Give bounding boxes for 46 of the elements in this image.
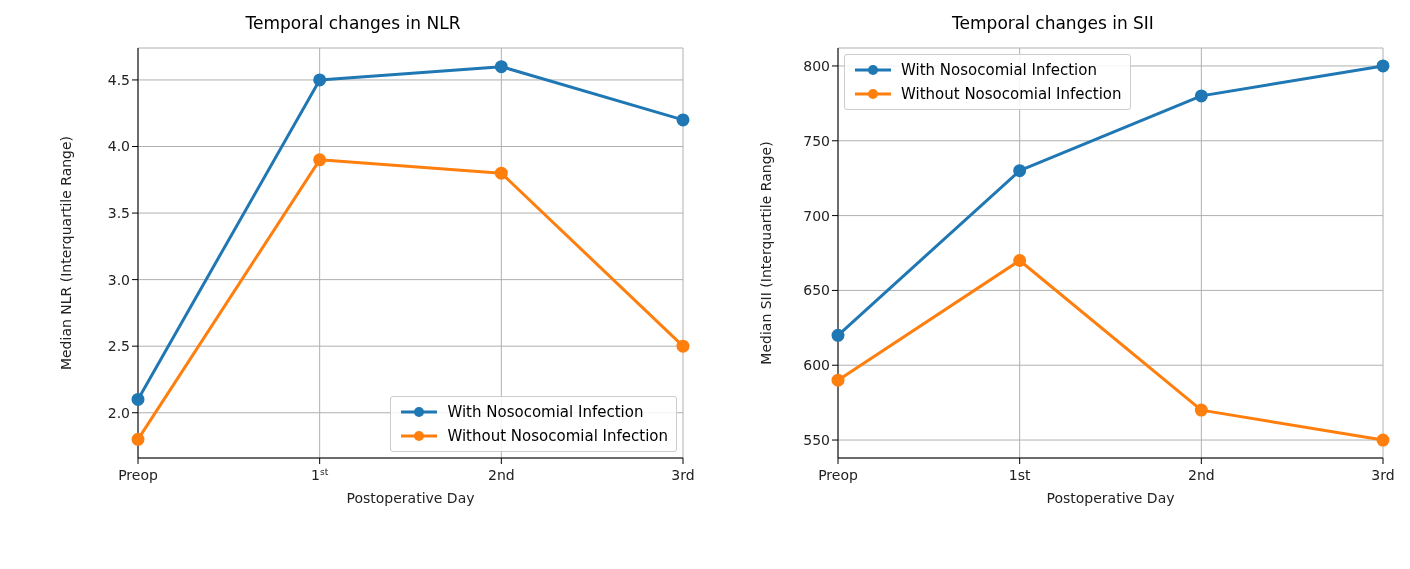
x-tick-label: Preop [818,467,858,483]
x-tick-label: 3rd [1371,467,1395,483]
y-tick-label: 2.0 [107,404,130,421]
point [494,60,508,74]
y-tick-label: 2.5 [107,338,130,355]
point [676,339,690,353]
point [313,73,327,87]
y-tick-label: 3.5 [107,205,130,222]
legend-label: With Nosocomial Infection [447,403,644,421]
x-axis-title: Postoperative Day [1046,490,1175,506]
point [131,392,145,406]
point [313,153,327,167]
y-axis-title: Median NLR (Interquartile Range) [57,135,74,371]
x-tick-label: 1$^{st}$ [311,467,329,483]
chart-title: Temporal changes in NLR [244,12,462,35]
legend-label: With Nosocomial Infection [901,61,1097,79]
y-tick-label: 550 [803,432,830,449]
point [1194,403,1208,417]
x-tick-label: 1st [1008,467,1032,483]
legend-label: Without Nosocomial Infection [447,427,668,445]
point [676,113,690,127]
point [831,373,845,387]
y-tick-label: 600 [803,357,830,374]
x-axis-title: Postoperative Day [346,490,475,506]
y-axis-title: Median SII (Interquartile Range) [757,141,774,365]
y-tick-label: 800 [803,57,830,74]
point [1194,89,1208,103]
y-tick-label: 750 [803,132,830,149]
point [1013,164,1027,178]
y-tick-label: 3.0 [107,271,130,288]
point [1376,59,1390,73]
point [131,432,145,446]
point [494,166,508,180]
x-tick-label: Preop [118,467,158,483]
x-tick-label: 3rd [671,467,695,483]
point [1376,433,1390,447]
point [1013,253,1027,267]
y-tick-label: 650 [803,282,830,299]
x-tick-label: 2nd [488,467,515,483]
chart-title: Temporal changes in SII [951,12,1155,35]
y-tick-label: 4.5 [107,71,130,88]
x-tick-label: 2nd [1188,467,1215,483]
y-tick-label: 700 [803,207,830,224]
y-tick-label: 4.0 [107,138,130,155]
legend-label: Without Nosocomial Infection [901,85,1122,103]
point [831,328,845,342]
